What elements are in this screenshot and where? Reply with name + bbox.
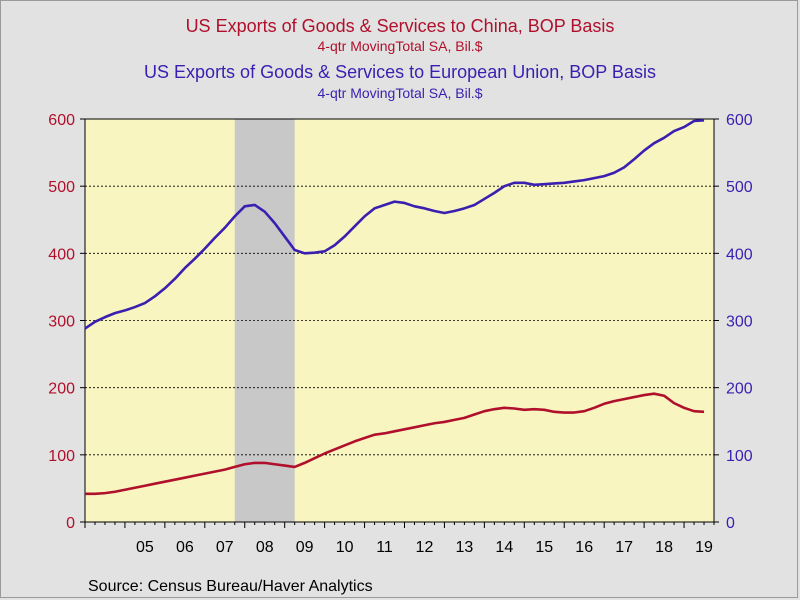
left-y-tick-label: 0 xyxy=(66,515,75,532)
recession-shading xyxy=(234,119,295,522)
x-tick-label: 19 xyxy=(695,539,713,556)
left-y-tick-label: 500 xyxy=(48,179,75,196)
x-tick-label: 12 xyxy=(416,539,434,556)
x-tick-label: 13 xyxy=(455,539,473,556)
x-tick-label: 06 xyxy=(176,539,194,556)
x-tick-label: 10 xyxy=(336,539,354,556)
china-exports-line xyxy=(85,392,705,496)
right-y-tick-label: 300 xyxy=(726,314,753,331)
right-y-tick-label: 100 xyxy=(726,448,753,465)
x-tick-label: 11 xyxy=(376,539,393,556)
plot-area xyxy=(85,119,714,522)
x-tick-label: 16 xyxy=(575,539,593,556)
x-tick-label: 08 xyxy=(256,539,274,556)
left-y-tick-label: 100 xyxy=(48,448,75,465)
right-y-tick-label: 500 xyxy=(726,179,753,196)
left-y-tick-label: 600 xyxy=(48,112,75,129)
eu-title: US Exports of Goods & Services to Europe… xyxy=(144,62,656,82)
x-tick-label: 09 xyxy=(296,539,314,556)
x-tick-label: 07 xyxy=(216,539,234,556)
china-title: US Exports of Goods & Services to China,… xyxy=(185,16,615,36)
x-tick-label: 14 xyxy=(495,539,513,556)
x-tick-label: 15 xyxy=(535,539,553,556)
right-y-tick-label: 200 xyxy=(726,381,753,398)
eu-exports-line xyxy=(84,119,705,330)
right-y-tick-label: 0 xyxy=(726,515,735,532)
x-tick-label: 17 xyxy=(615,539,633,556)
left-y-tick-label: 200 xyxy=(48,381,75,398)
x-tick-label: 05 xyxy=(136,539,154,556)
x-tick-label: 18 xyxy=(655,539,673,556)
china-units: 4-qtr MovingTotal SA, Bil.$ xyxy=(317,38,483,54)
right-y-tick-label: 400 xyxy=(726,246,753,263)
right-y-tick-label: 600 xyxy=(726,112,753,129)
left-y-tick-label: 400 xyxy=(48,246,75,263)
left-y-tick-label: 300 xyxy=(48,314,75,331)
source-note: Source: Census Bureau/Haver Analytics xyxy=(88,578,373,595)
eu-units: 4-qtr MovingTotal SA, Bil.$ xyxy=(317,85,483,101)
